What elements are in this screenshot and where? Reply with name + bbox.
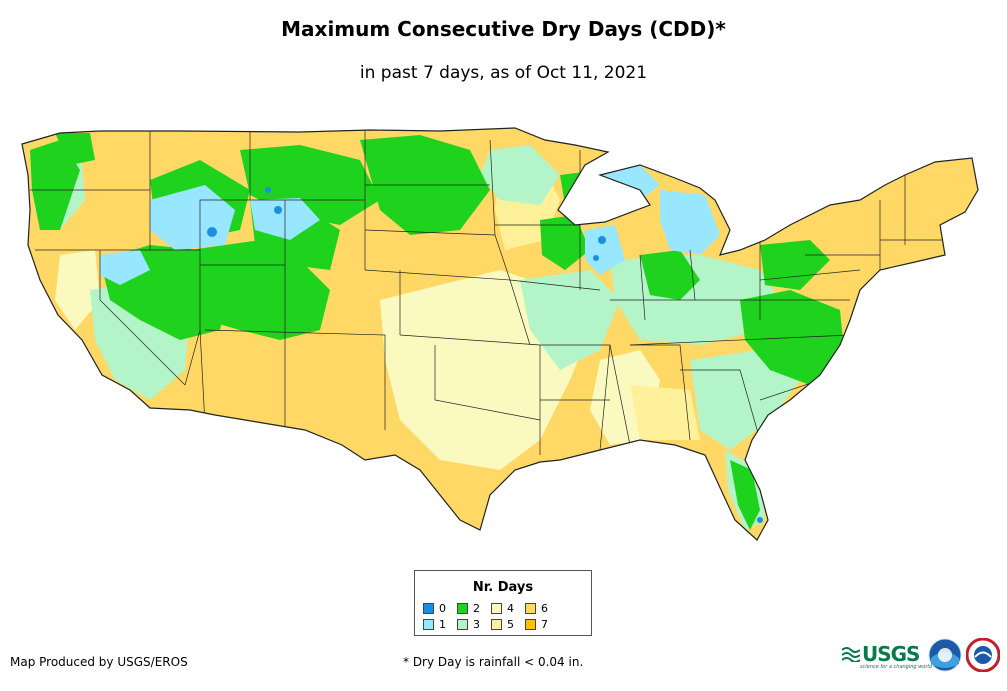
dry-day-note: * Dry Day is rainfall < 0.04 in. [403,655,584,669]
legend-swatch [491,603,502,614]
noaa-logo-icon [928,638,962,672]
legend-swatch [525,603,536,614]
legend-label: 4 [507,602,514,615]
legend-label: 2 [473,602,480,615]
legend-swatch [457,603,468,614]
legend-swatch [423,603,434,614]
legend-swatch [491,619,502,630]
agency-logos: USGS science for a changing world [842,636,1002,676]
legend-item-3: 3 [457,619,480,631]
legend-swatch [423,619,434,630]
legend-item-5: 5 [491,619,514,631]
legend-title: Nr. Days [472,580,534,595]
legend-swatch [525,619,536,630]
legend-label: 1 [439,618,446,631]
us-dry-days-map [21,127,979,541]
legend-label: 3 [473,618,480,631]
legend-label: 7 [541,618,548,631]
legend-label: 6 [541,602,548,615]
map-title: Maximum Consecutive Dry Days (CDD)* [281,17,726,41]
legend-item-1: 1 [423,619,446,631]
legend: Nr. Days 0 1 2 3 4 5 6 7 [414,570,592,636]
usgs-tagline: science for a changing world [860,664,932,670]
legend-swatch [457,619,468,630]
nws-logo-icon [966,638,1000,672]
map-credit: Map Produced by USGS/EROS [10,655,188,669]
legend-label: 5 [507,618,514,631]
map-subtitle: in past 7 days, as of Oct 11, 2021 [359,63,648,83]
legend-item-4: 4 [491,603,514,615]
legend-item-6: 6 [525,603,548,615]
legend-label: 0 [439,602,446,615]
legend-item-2: 2 [457,603,480,615]
usgs-logo-icon [842,647,860,662]
legend-item-7: 7 [525,619,548,631]
usgs-wordmark: USGS [862,642,920,666]
legend-item-0: 0 [423,603,446,615]
